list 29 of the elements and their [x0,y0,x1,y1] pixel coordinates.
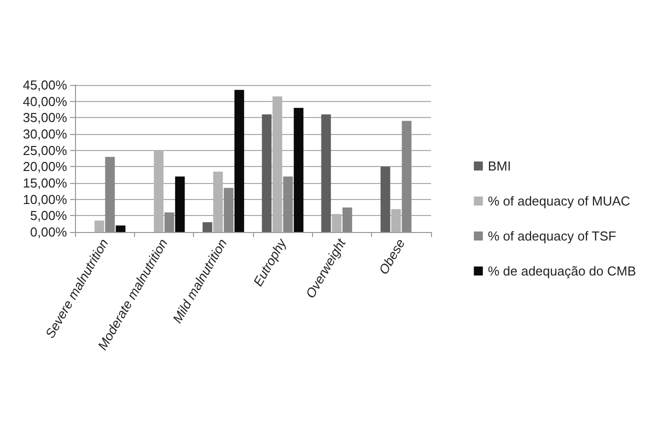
y-tick-label: 5,00% [30,208,68,224]
y-tick-label: 30,00% [22,126,68,142]
bar [402,120,412,232]
y-tick-label: 10,00% [22,192,68,207]
bar [294,108,304,232]
y-tick-label: 25,00% [22,142,68,158]
bar [224,188,234,232]
legend-label: % de adequação do CMB [488,264,636,278]
bar [202,222,212,232]
bar [342,208,352,232]
legend-label: BMI [488,158,511,174]
y-tick-label: 35,00% [22,110,68,126]
y-tick-label: 40,00% [22,94,68,109]
bar [116,225,126,232]
bar [321,114,331,232]
legend-label: % of adequacy of MUAC [488,194,630,208]
bar [164,212,174,232]
y-tick-label: 0,00% [30,224,68,240]
y-tick-label: 15,00% [22,176,68,190]
bar [283,176,293,232]
bar [175,176,185,232]
bar [380,166,390,232]
legend-label: % of adequacy of TSF [488,228,616,244]
y-tick-label: 20,00% [22,159,68,174]
bar [94,220,104,232]
bar [234,90,244,232]
y-tick-label: 45,00% [22,78,68,92]
bar [105,156,115,232]
bar [262,114,272,232]
